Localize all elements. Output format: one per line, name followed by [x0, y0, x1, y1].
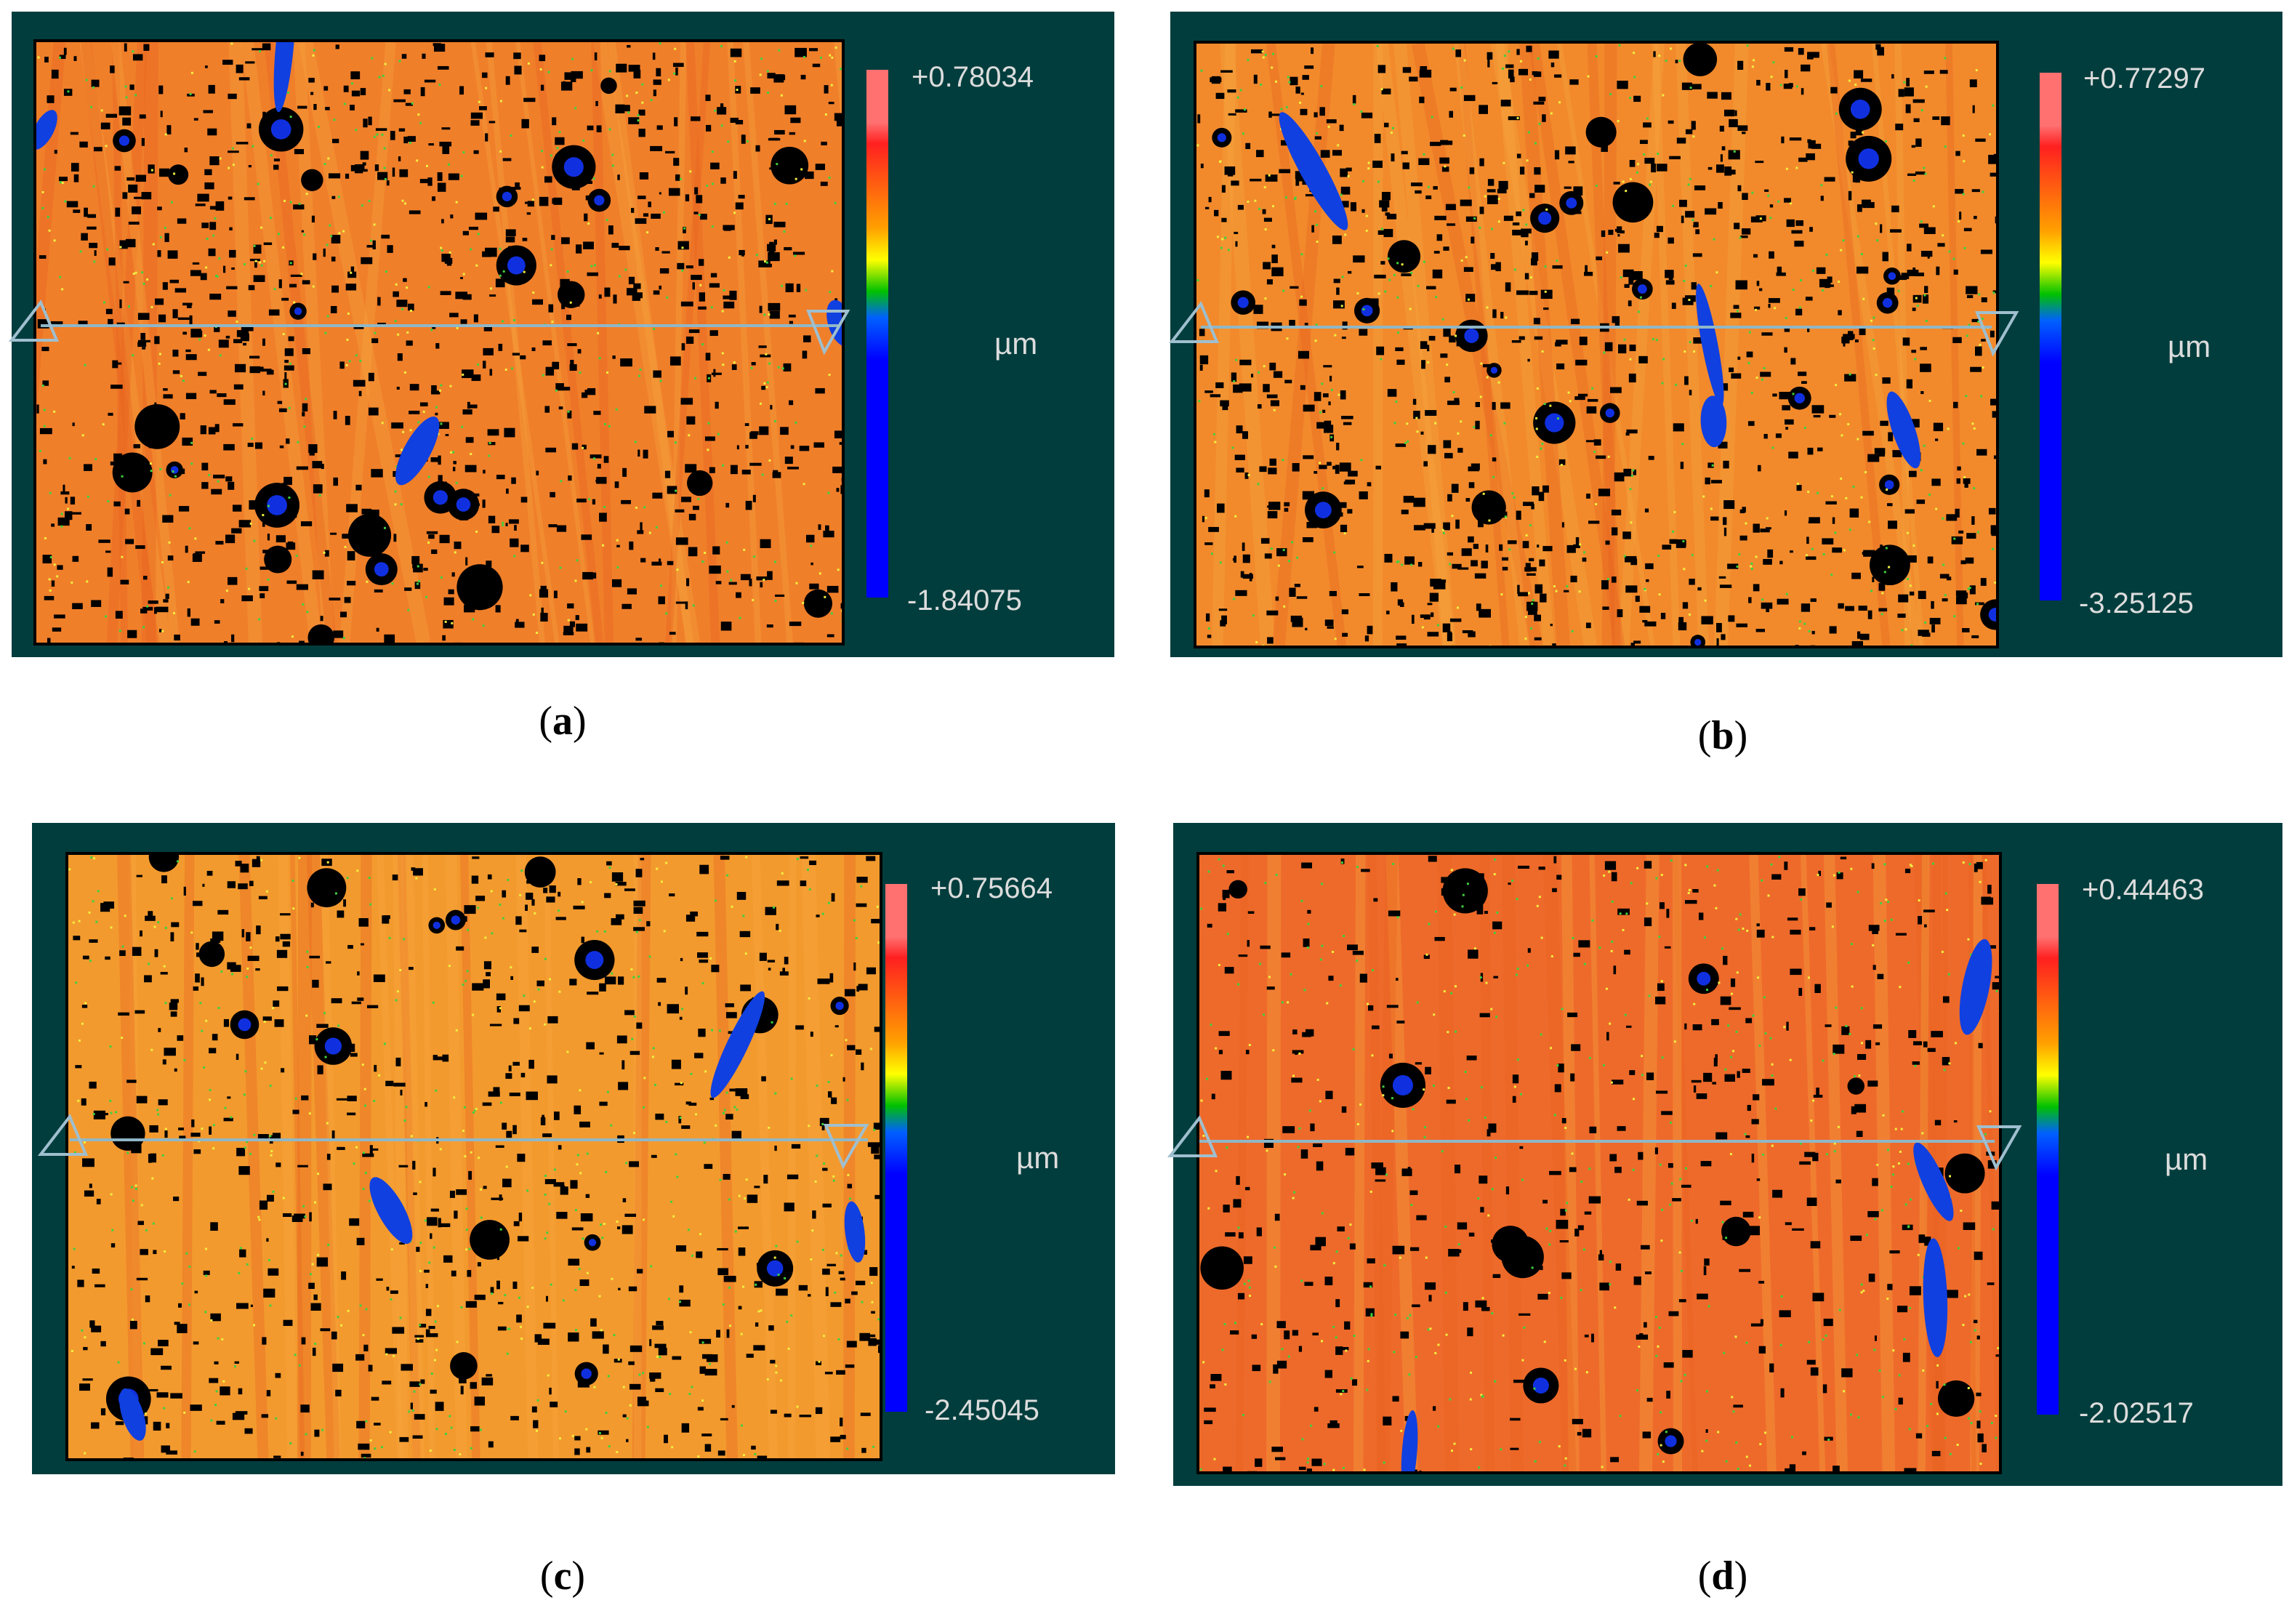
scale-max-label-b: +0.77297 [2083, 63, 2205, 95]
scale-unit-label-b: µm [2168, 329, 2211, 363]
panel-d: +0.44463 µm -2.02517 [1167, 823, 2282, 1486]
color-scale-bar-d [2037, 884, 2059, 1415]
color-scale-bar-a [866, 70, 888, 598]
caption-letter-c: c [553, 1553, 572, 1599]
scale-max-label-a: +0.78034 [912, 61, 1034, 93]
scale-min-label-d: -2.02517 [2079, 1397, 2194, 1429]
height-map-a [33, 39, 845, 646]
caption-letter-b: b [1711, 713, 1734, 758]
panel-a: +0.78034 µm -1.84075 [8, 12, 1114, 657]
surface-image-b [1196, 44, 1996, 646]
scale-min-label-a: -1.84075 [907, 584, 1022, 616]
caption-a: (a) [539, 699, 587, 744]
caption-letter-a: a [552, 699, 573, 744]
surface-image-d [1199, 855, 1999, 1471]
height-map-c [65, 852, 882, 1461]
color-scale-bar-c [885, 884, 907, 1412]
surface-image-c [68, 855, 880, 1458]
scale-max-label-d: +0.44463 [2082, 874, 2204, 906]
caption-b: (b) [1697, 713, 1748, 758]
scale-unit-label-c: µm [1016, 1141, 1060, 1175]
surface-image-a [36, 42, 842, 643]
caption-c: (c) [539, 1553, 586, 1599]
height-map-b [1194, 41, 1999, 648]
caption-letter-d: d [1711, 1553, 1734, 1599]
scale-unit-label-a: µm [994, 326, 1038, 361]
color-scale-bar-b [2040, 73, 2061, 600]
scale-max-label-c: +0.75664 [930, 872, 1053, 904]
panel-b: +0.77297 µm -3.25125 [1168, 12, 2282, 657]
height-map-d [1196, 852, 2002, 1474]
scale-min-label-b: -3.25125 [2079, 587, 2194, 619]
scale-unit-label-d: µm [2165, 1142, 2208, 1176]
caption-d: (d) [1697, 1553, 1748, 1599]
scale-min-label-c: -2.45045 [925, 1394, 1039, 1426]
panel-c: +0.75664 µm -2.45045 [32, 823, 1115, 1474]
